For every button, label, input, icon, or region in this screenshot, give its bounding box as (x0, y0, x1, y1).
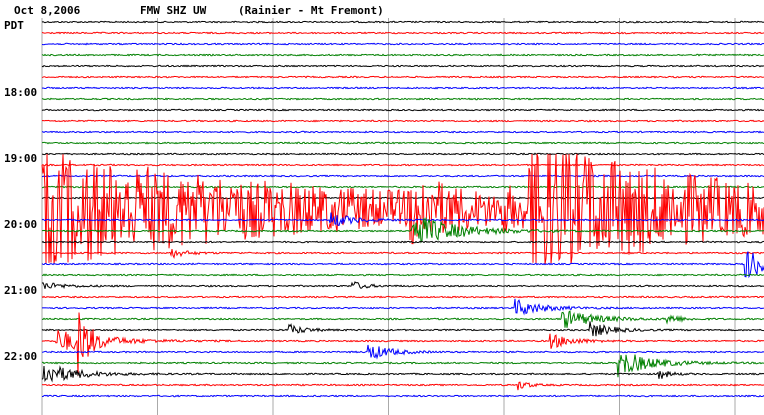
trace (41, 298, 764, 316)
trace (41, 381, 764, 391)
trace (41, 212, 764, 226)
trace (42, 217, 764, 244)
date: Oct 8,2006 (14, 4, 81, 17)
trace (41, 53, 764, 57)
station: FMW SHZ UW (140, 4, 207, 17)
trace (41, 354, 764, 378)
trace (42, 185, 764, 189)
time-label: 22:00 (4, 350, 37, 363)
time-label: 19:00 (4, 152, 37, 165)
trace (41, 75, 764, 79)
time-label: 20:00 (4, 218, 37, 231)
trace (41, 365, 764, 383)
trace (41, 174, 764, 178)
trace (41, 321, 764, 337)
traces (41, 20, 764, 398)
trace (41, 312, 764, 376)
trace (41, 31, 764, 35)
trace (41, 20, 764, 24)
trace (41, 240, 764, 244)
trace (41, 273, 764, 277)
trace (41, 152, 764, 156)
time-label: 18:00 (4, 86, 37, 99)
trace (41, 281, 764, 290)
trace (41, 130, 764, 134)
trace (41, 153, 764, 265)
time-labels: 18:00 19:00 20:00 21:00 22:00 (4, 86, 37, 363)
trace (41, 64, 764, 68)
trace (41, 42, 764, 46)
trace (41, 163, 764, 167)
trace (41, 97, 764, 101)
trace (41, 141, 764, 145)
trace (41, 310, 764, 328)
grid (41, 18, 736, 415)
time-zone: PDT (4, 19, 24, 32)
time-label: 21:00 (4, 284, 37, 297)
trace (41, 108, 764, 112)
trace (41, 86, 764, 90)
trace (41, 119, 764, 123)
trace (41, 251, 764, 279)
trace (41, 295, 764, 299)
trace (42, 394, 764, 398)
location: (Rainier - Mt Fremont) (238, 4, 384, 17)
trace (42, 249, 764, 260)
trace (41, 344, 764, 360)
